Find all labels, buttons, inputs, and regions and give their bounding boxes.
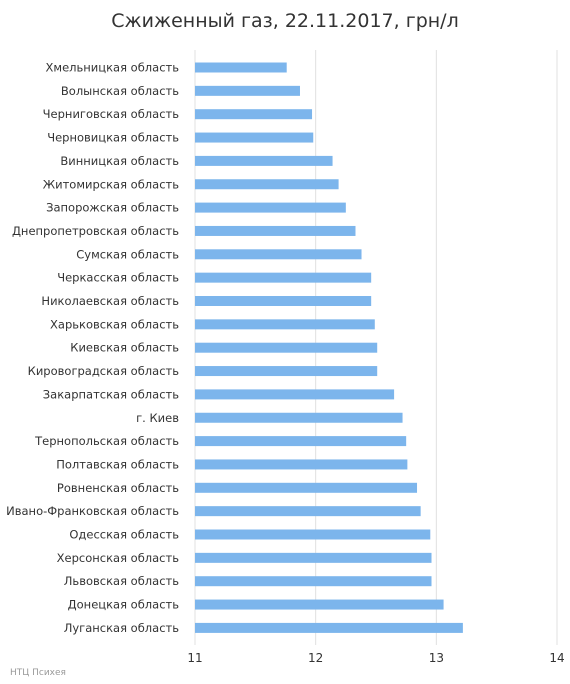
bar[interactable] — [195, 179, 339, 190]
category-label: г. Киев — [136, 411, 179, 425]
bar[interactable] — [195, 412, 403, 423]
category-label: Киевская область — [70, 341, 179, 355]
bar[interactable] — [195, 132, 314, 143]
bar[interactable] — [195, 459, 408, 470]
category-label: Закарпатская область — [43, 387, 179, 401]
category-label: Ивано-Франковская область — [6, 504, 179, 518]
bar[interactable] — [195, 249, 362, 260]
bar[interactable] — [195, 389, 395, 400]
bar[interactable] — [195, 576, 432, 587]
chart-title: Сжиженный газ, 22.11.2017, грн/л — [111, 10, 458, 32]
bar[interactable] — [195, 599, 444, 610]
category-label: Ровненская область — [57, 481, 179, 495]
bar[interactable] — [195, 366, 378, 377]
bar[interactable] — [195, 552, 432, 563]
x-tick-label: 12 — [308, 651, 323, 665]
bar[interactable] — [195, 296, 372, 306]
bar[interactable] — [195, 62, 287, 73]
bar[interactable] — [195, 155, 333, 166]
category-label: Львовская область — [64, 574, 179, 588]
bar[interactable] — [195, 319, 375, 330]
bar[interactable] — [195, 622, 463, 633]
category-label: Волынская область — [61, 84, 179, 98]
category-label: Луганская область — [64, 621, 179, 635]
category-label: Запорожская область — [46, 201, 179, 215]
category-label: Винницкая область — [60, 154, 179, 168]
bar[interactable] — [195, 225, 356, 236]
bar[interactable] — [195, 202, 346, 213]
category-label: Херсонская область — [57, 551, 180, 565]
category-label: Днепропетровская область — [12, 224, 179, 238]
bar[interactable] — [195, 436, 407, 447]
x-tick-label: 14 — [549, 651, 564, 665]
category-label: Одесская область — [69, 528, 179, 542]
bar[interactable] — [195, 109, 313, 120]
x-axis-ticks: 11 12 13 14 — [187, 651, 564, 665]
bar[interactable] — [195, 482, 418, 493]
category-label: Черниговская область — [43, 107, 180, 121]
bar[interactable] — [195, 85, 300, 96]
bars — [195, 62, 463, 633]
bar[interactable] — [195, 272, 372, 283]
category-label: Харьковская область — [50, 317, 179, 331]
credit-label: НТЦ Психея — [10, 668, 66, 678]
bar[interactable] — [195, 342, 378, 353]
category-label: Черновицкая область — [47, 131, 179, 145]
category-label: Черкасская область — [57, 271, 179, 285]
category-label: Сумская область — [76, 247, 179, 261]
category-label: Хмельницкая область — [46, 61, 180, 75]
bar[interactable] — [195, 506, 421, 517]
category-labels: Хмельницкая область Волынская область Черн… — [6, 61, 179, 635]
bar[interactable] — [195, 529, 431, 540]
category-label: Николаевская область — [41, 294, 179, 308]
category-label: Кировоградская область — [28, 364, 180, 378]
category-label: Донецкая область — [68, 598, 180, 612]
category-label: Полтавская область — [56, 457, 179, 471]
category-label: Житомирская область — [43, 177, 179, 191]
x-tick-label: 11 — [187, 651, 202, 665]
category-label: Тернопольская область — [34, 434, 179, 448]
x-tick-label: 13 — [429, 651, 444, 665]
